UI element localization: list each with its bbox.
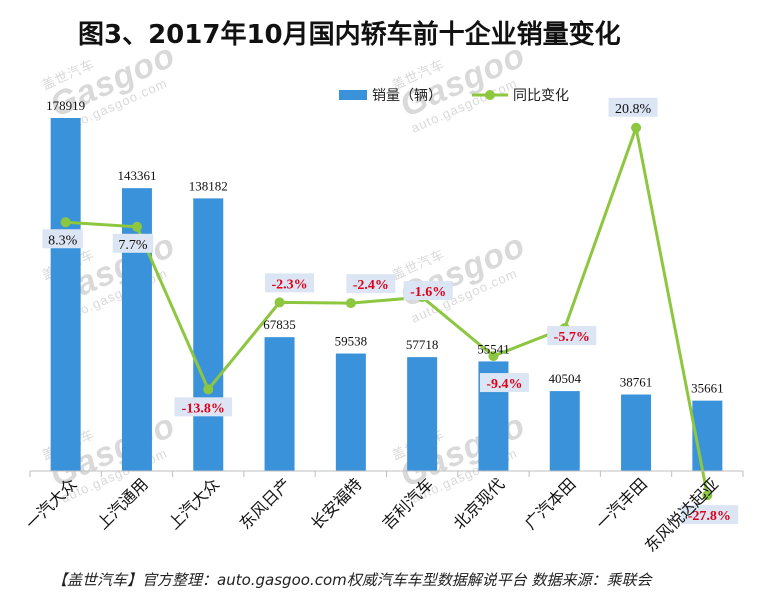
yoy-label-box	[680, 505, 739, 525]
x-tick-label: 长安福特	[307, 474, 366, 533]
bar-value-label: 67835	[263, 317, 296, 332]
bar-3	[264, 337, 295, 471]
yoy-label-box	[265, 273, 315, 293]
legend-bar-label: 销量（辆）	[372, 88, 442, 104]
x-tick-label: 北京现代	[450, 474, 509, 533]
x-tick-label: 一汽大众	[22, 474, 81, 533]
bar-value-label: 38761	[620, 375, 653, 390]
bar-8	[621, 394, 652, 471]
yoy-value-label: -13.8%	[182, 401, 225, 416]
bar-value-label: 57718	[406, 337, 439, 352]
yoy-value-label: 7.7%	[118, 238, 148, 253]
yoy-label-box	[403, 281, 453, 301]
yoy-label-box	[547, 326, 597, 346]
yoy-point-6	[488, 351, 499, 362]
yoy-label-box	[112, 233, 154, 253]
yoy-point-8	[631, 122, 642, 133]
yoy-value-label: -2.4%	[353, 278, 389, 293]
yoy-point-3	[274, 297, 285, 308]
yoy-value-label: -9.4%	[486, 377, 522, 392]
yoy-value-label: -2.3%	[271, 277, 307, 292]
yoy-label-box	[42, 229, 83, 249]
bar-value-label: 59538	[335, 334, 368, 349]
bar-value-label: 40504	[549, 371, 582, 386]
bar-value-label: 55541	[477, 341, 510, 356]
legend-bar-swatch	[339, 90, 367, 100]
legend-line-label: 同比变化	[513, 88, 569, 104]
x-tick-label: 上汽通用	[93, 474, 152, 533]
yoy-value-label: -1.6%	[410, 285, 446, 300]
yoy-label-box	[174, 397, 233, 417]
bar-4	[335, 353, 366, 471]
bar-2	[193, 198, 224, 471]
yoy-value-label: -5.7%	[554, 330, 590, 345]
bar-7	[549, 391, 580, 471]
yoy-value-label: 8.3%	[48, 233, 78, 248]
yoy-point-1	[131, 221, 142, 232]
bar-value-label: 178919	[46, 98, 85, 113]
bar-0	[50, 118, 81, 471]
x-tick-label: 东风日产	[236, 474, 295, 533]
yoy-line	[65, 122, 709, 496]
yoy-value-label: -27.8%	[688, 509, 731, 524]
yoy-point-2	[203, 384, 214, 395]
legend-line-marker	[485, 90, 495, 100]
bar-5	[407, 357, 438, 471]
x-tick-label: 吉利汽车	[378, 474, 437, 533]
yoy-label-box	[479, 373, 529, 393]
yoy-label-box	[346, 274, 396, 294]
yoy-point-0	[60, 217, 71, 228]
yoy-label-box	[608, 97, 658, 117]
yoy-value-label: 20.8%	[615, 102, 652, 117]
bar-value-label: 138182	[189, 178, 228, 193]
bar-value-label: 35661	[691, 381, 724, 396]
x-tick-label: 一汽丰田	[592, 474, 651, 533]
yoy-point-9	[702, 490, 713, 501]
bar-value-label: 143361	[117, 168, 156, 183]
x-tick-label: 广汽本田	[521, 474, 580, 533]
footer-source: 【盖世汽车】官方整理：auto.gasgoo.com权威汽车车型数据解说平台 数…	[52, 571, 652, 589]
yoy-point-4	[345, 298, 356, 309]
chart-title: 图3、2017年10月国内轿车前十企业销量变化	[78, 20, 621, 50]
x-tick-label: 上汽大众	[164, 474, 223, 533]
